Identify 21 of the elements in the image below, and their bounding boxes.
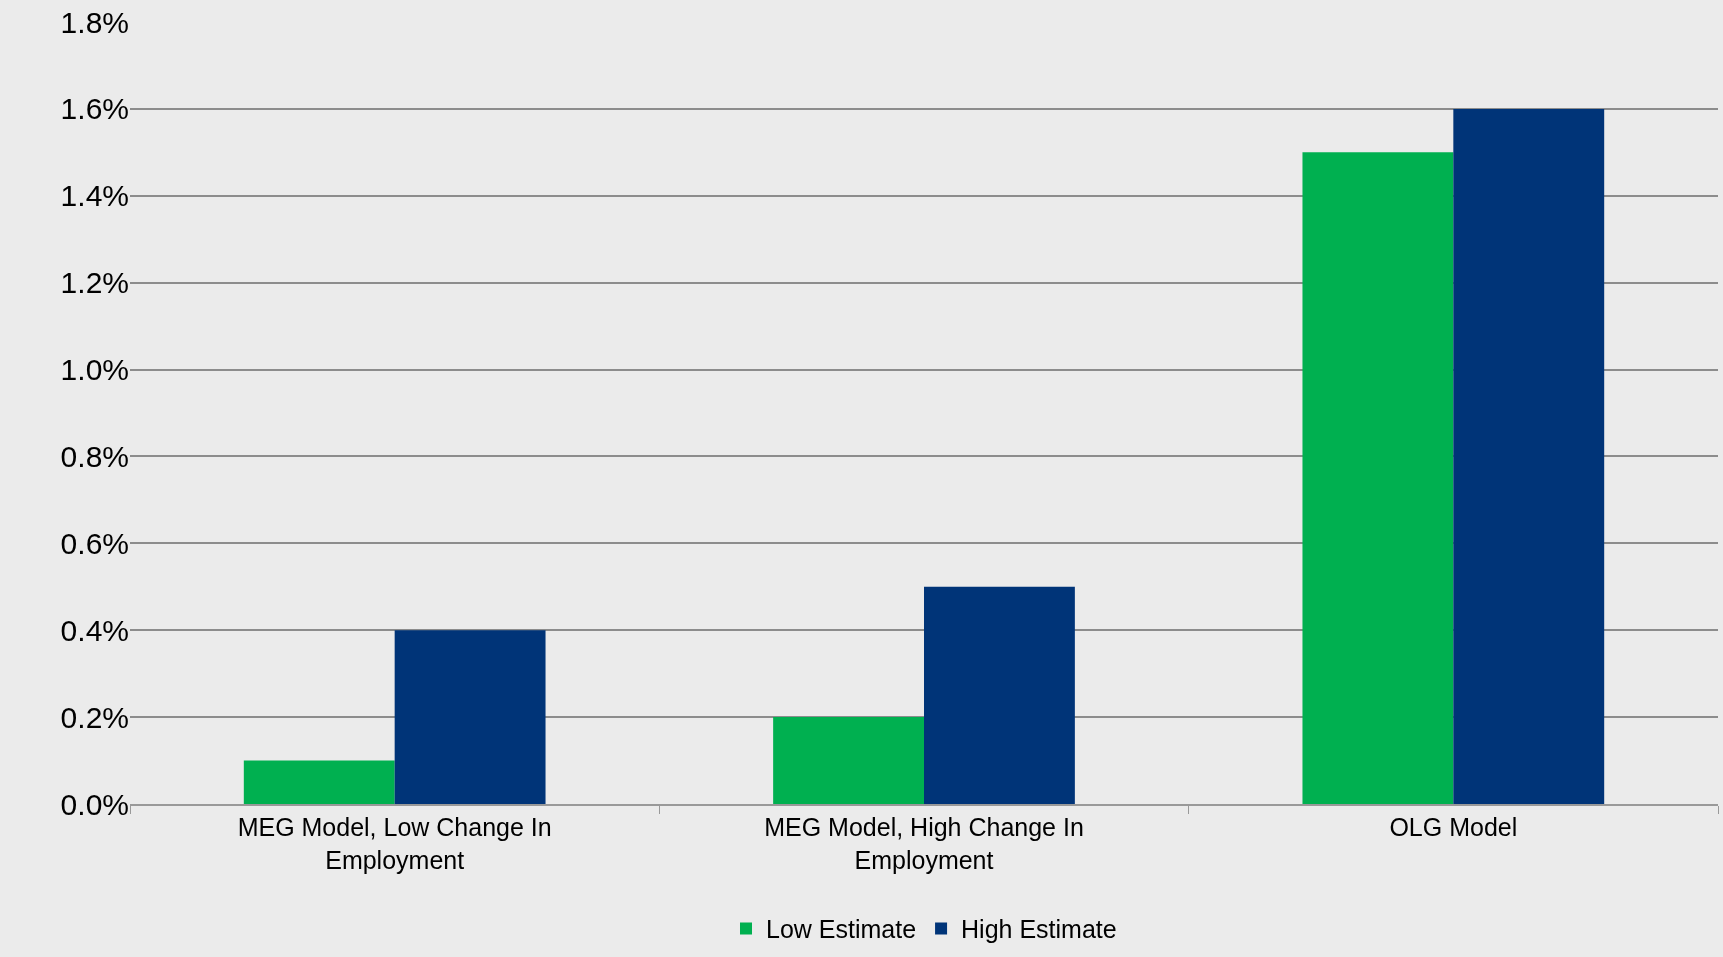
y-tick-label: 0.2% <box>60 700 129 734</box>
y-tick-label: 0.8% <box>60 439 129 473</box>
x-tick-label: MEG Model, High Change In Employment <box>764 813 1084 874</box>
y-tick-label: 1.4% <box>60 179 129 213</box>
legend-label: High Estimate <box>961 915 1117 944</box>
y-tick-label: 0.0% <box>60 787 129 821</box>
y-tick-label: 1.6% <box>60 92 129 126</box>
x-tick-label: MEG Model, Low Change In Employment <box>237 813 552 874</box>
y-tick-label: 0.6% <box>60 526 129 560</box>
y-tick-label: 1.0% <box>60 353 129 387</box>
bar <box>1302 152 1454 804</box>
y-tick-label: 0.4% <box>60 613 129 647</box>
y-tick-label: 1.8% <box>60 5 129 39</box>
x-tick-label: OLG Model <box>1389 813 1518 841</box>
bar <box>924 586 1075 804</box>
y-tick-label: 1.2% <box>60 266 129 300</box>
bar <box>773 717 924 804</box>
bar <box>243 760 395 804</box>
legend-label: Low Estimate <box>766 915 917 944</box>
bar <box>1453 108 1605 804</box>
bar <box>394 630 546 804</box>
